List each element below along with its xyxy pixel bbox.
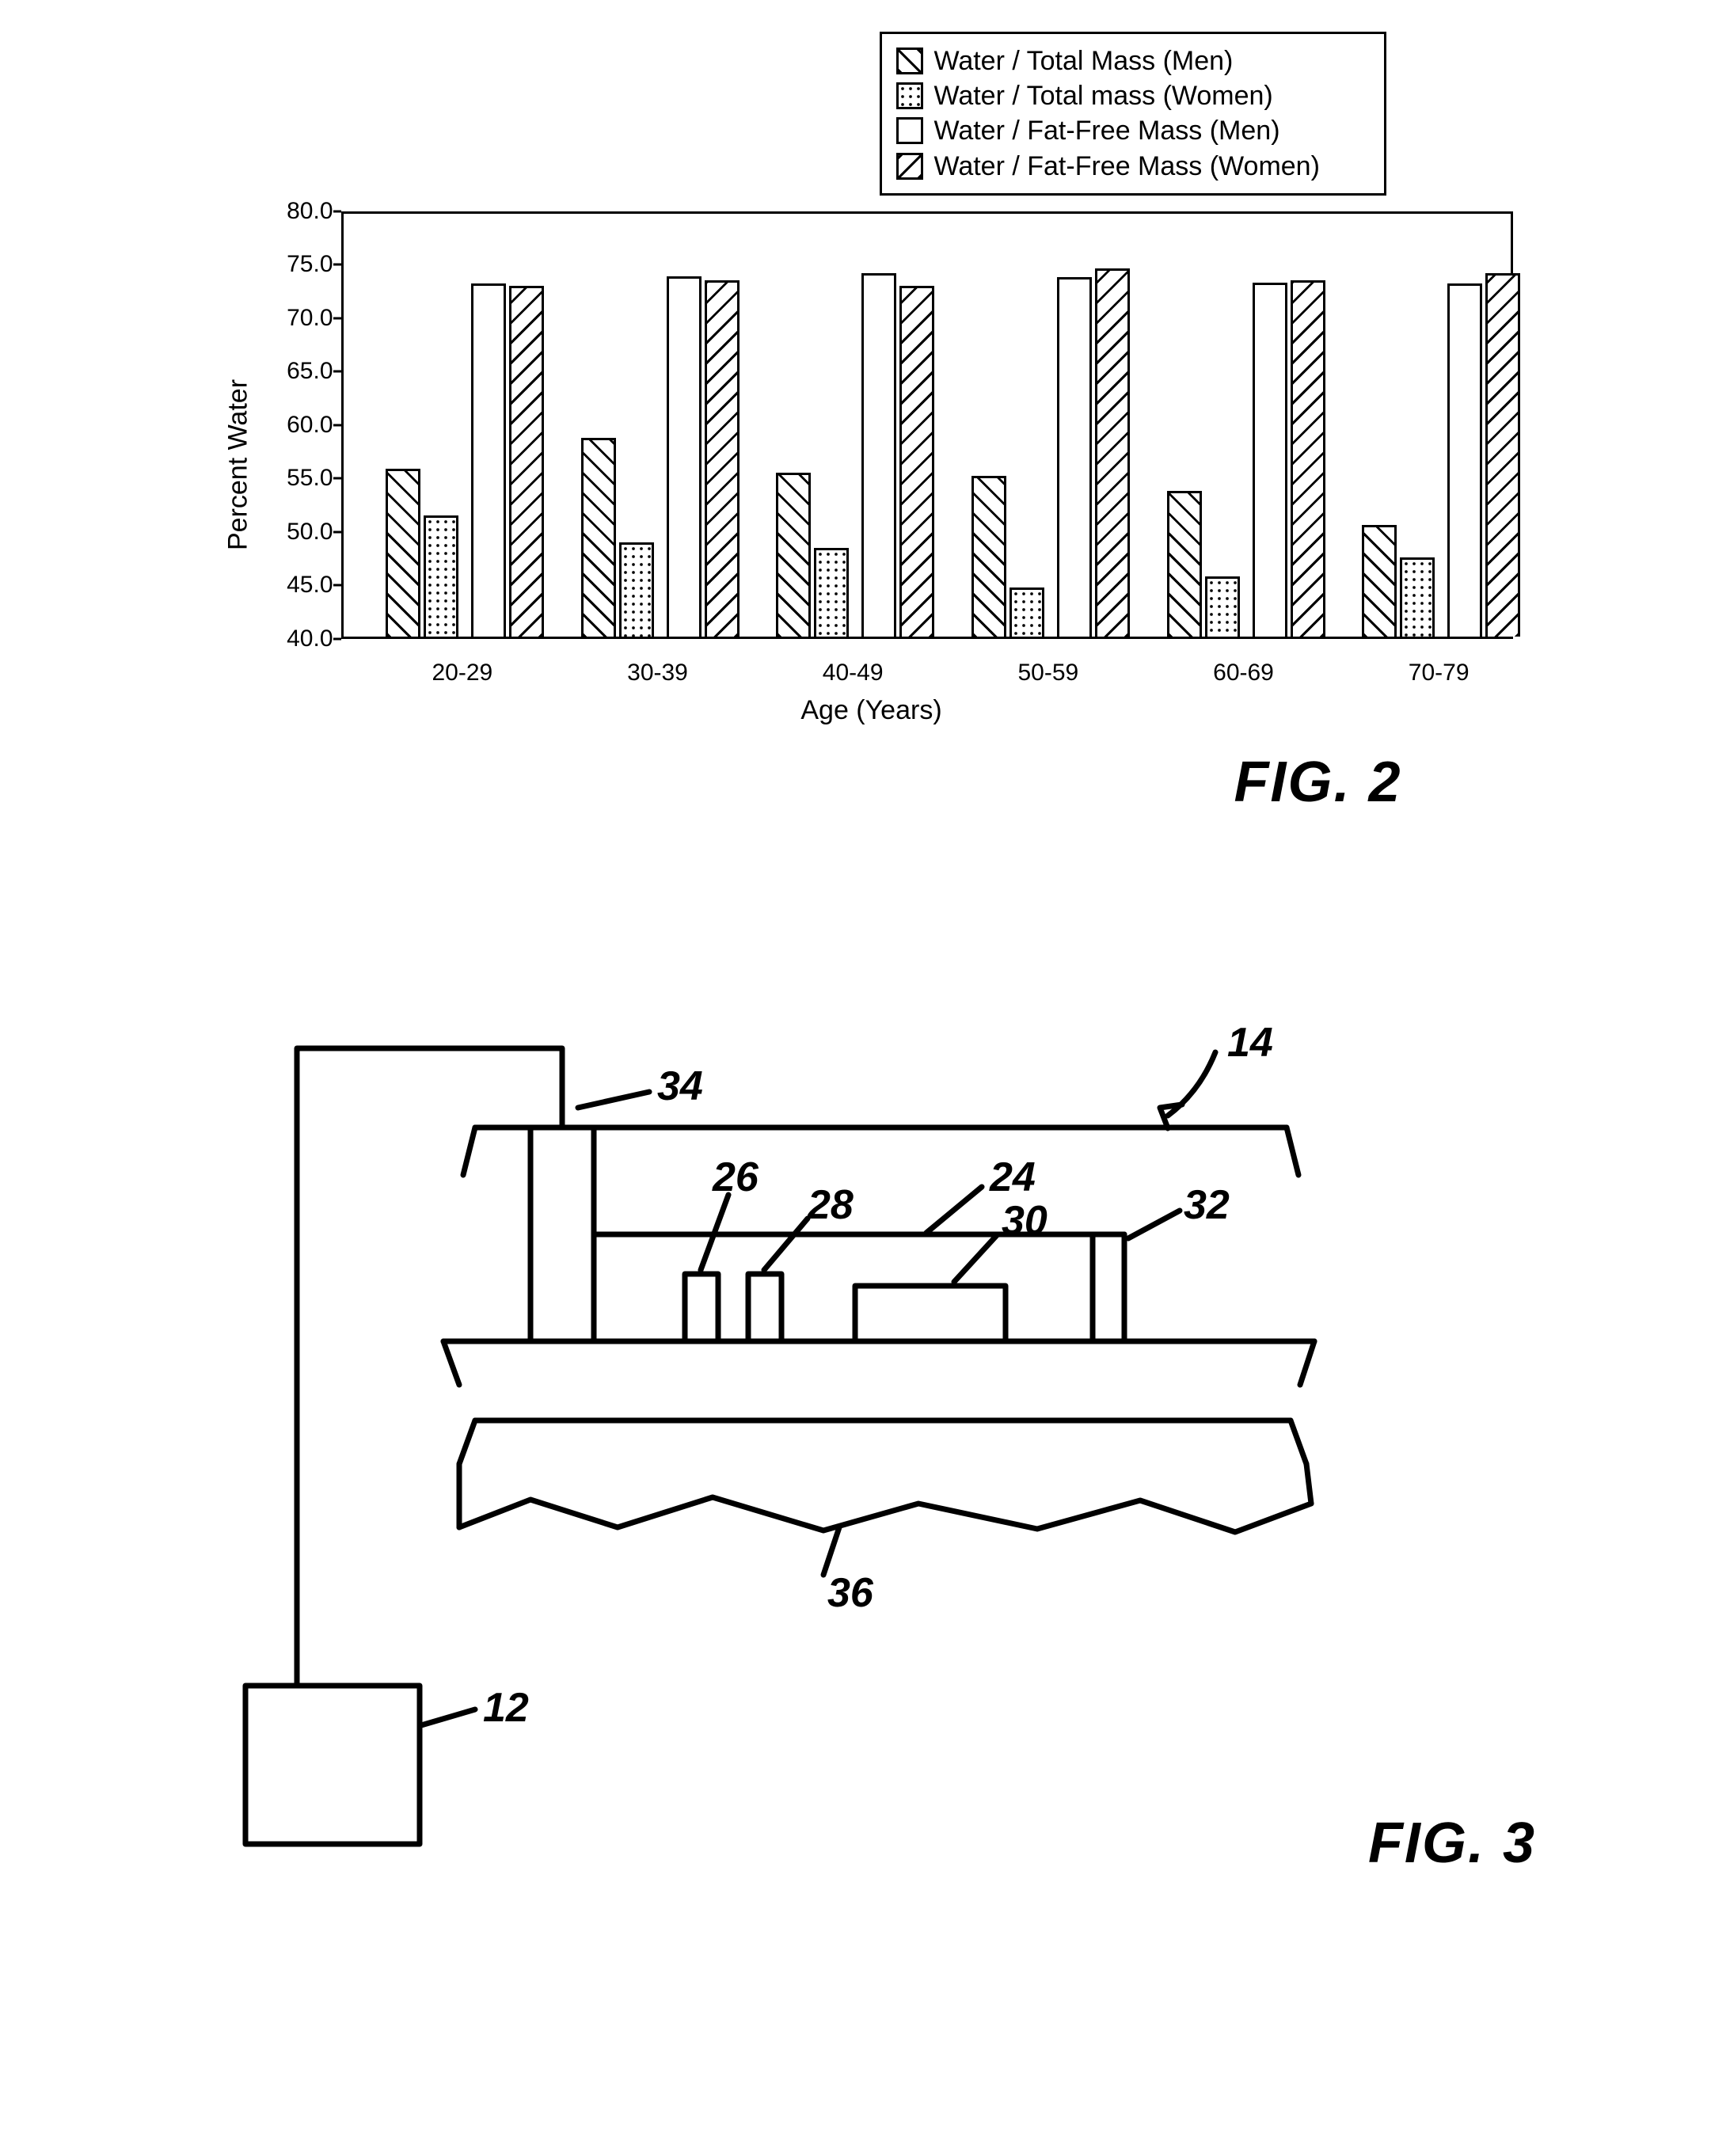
bar bbox=[1291, 280, 1325, 637]
ref-14: 14 bbox=[1227, 1021, 1273, 1066]
figure-3: 14 34 26 28 24 30 32 36 12 FIG. 3 bbox=[238, 1021, 1504, 1852]
y-tick-mark bbox=[333, 317, 341, 319]
y-tick-mark bbox=[333, 424, 341, 426]
bar bbox=[386, 469, 420, 637]
y-axis-label: Percent Water bbox=[222, 379, 253, 550]
legend-swatch-blank bbox=[896, 117, 923, 144]
legend-label: Water / Total Mass (Men) bbox=[934, 44, 1234, 78]
bar bbox=[1447, 283, 1482, 637]
legend-swatch-bdiag bbox=[896, 153, 923, 180]
x-tick-label: 60-69 bbox=[1213, 660, 1274, 686]
y-tick-mark bbox=[333, 371, 341, 373]
x-tick-label: 50-59 bbox=[1017, 660, 1078, 686]
y-tick-label: 50.0 bbox=[286, 519, 333, 546]
bar bbox=[705, 280, 740, 637]
legend-label: Water / Total mass (Women) bbox=[934, 78, 1273, 113]
plot-area bbox=[341, 211, 1513, 639]
legend-label: Water / Fat-Free Mass (Men) bbox=[934, 113, 1280, 148]
ref-12: 12 bbox=[483, 1685, 529, 1731]
y-tick-label: 60.0 bbox=[286, 412, 333, 439]
y-tick-label: 45.0 bbox=[286, 572, 333, 599]
x-tick-label: 20-29 bbox=[432, 660, 492, 686]
figure-3-label: FIG. 3 bbox=[1368, 1811, 1536, 1876]
bar bbox=[424, 515, 458, 637]
legend-item: Water / Total mass (Women) bbox=[896, 78, 1370, 113]
bar bbox=[814, 548, 849, 637]
y-tick-label: 55.0 bbox=[286, 465, 333, 492]
bar bbox=[1362, 525, 1397, 636]
legend-item: Water / Fat-Free Mass (Women) bbox=[896, 149, 1370, 184]
bar bbox=[1400, 557, 1435, 637]
bar bbox=[619, 542, 654, 637]
legend-swatch-diag bbox=[896, 48, 923, 74]
bar bbox=[776, 473, 811, 637]
bar bbox=[861, 273, 896, 637]
bar bbox=[471, 283, 506, 637]
bar bbox=[1095, 268, 1130, 636]
y-tick-mark bbox=[333, 530, 341, 533]
bar bbox=[971, 476, 1006, 637]
bar bbox=[1205, 576, 1240, 637]
figure-3-diagram: 14 34 26 28 24 30 32 36 12 bbox=[238, 1021, 1425, 1852]
bar bbox=[899, 286, 934, 637]
y-tick-label: 65.0 bbox=[286, 358, 333, 385]
bar bbox=[1057, 277, 1092, 637]
bar bbox=[1167, 491, 1202, 637]
y-tick-mark bbox=[333, 584, 341, 587]
x-axis-label: Age (Years) bbox=[800, 695, 941, 726]
y-tick-label: 70.0 bbox=[286, 305, 333, 332]
bar bbox=[581, 438, 616, 637]
bar bbox=[1253, 283, 1287, 637]
y-tick-mark bbox=[333, 637, 341, 640]
legend-swatch-dots bbox=[896, 82, 923, 109]
chart-legend: Water / Total Mass (Men) Water / Total m… bbox=[880, 32, 1386, 196]
x-tick-label: 30-39 bbox=[627, 660, 688, 686]
x-tick-label: 40-49 bbox=[823, 660, 884, 686]
y-tick-label: 80.0 bbox=[286, 198, 333, 225]
figure-2: Water / Total Mass (Men) Water / Total m… bbox=[183, 32, 1529, 815]
ref-32: 32 bbox=[1184, 1182, 1230, 1228]
chart-frame: Percent Water Age (Years) 40.045.050.055… bbox=[215, 211, 1529, 718]
y-tick-mark bbox=[333, 210, 341, 212]
ref-30: 30 bbox=[1002, 1198, 1048, 1244]
bar bbox=[667, 276, 702, 637]
ref-28: 28 bbox=[807, 1182, 854, 1228]
y-tick-label: 75.0 bbox=[286, 251, 333, 278]
ref-34: 34 bbox=[657, 1063, 703, 1109]
legend-label: Water / Fat-Free Mass (Women) bbox=[934, 149, 1320, 184]
bar bbox=[509, 286, 544, 637]
x-tick-label: 70-79 bbox=[1409, 660, 1470, 686]
y-tick-mark bbox=[333, 264, 341, 266]
y-tick-mark bbox=[333, 477, 341, 480]
legend-item: Water / Fat-Free Mass (Men) bbox=[896, 113, 1370, 148]
ref-24: 24 bbox=[989, 1154, 1036, 1200]
ref-26: 26 bbox=[712, 1154, 759, 1200]
bar bbox=[1485, 273, 1520, 637]
ref-36: 36 bbox=[827, 1570, 874, 1616]
figure-2-label: FIG. 2 bbox=[183, 750, 1402, 815]
bar bbox=[1009, 587, 1044, 637]
legend-item: Water / Total Mass (Men) bbox=[896, 44, 1370, 78]
y-tick-label: 40.0 bbox=[286, 626, 333, 652]
